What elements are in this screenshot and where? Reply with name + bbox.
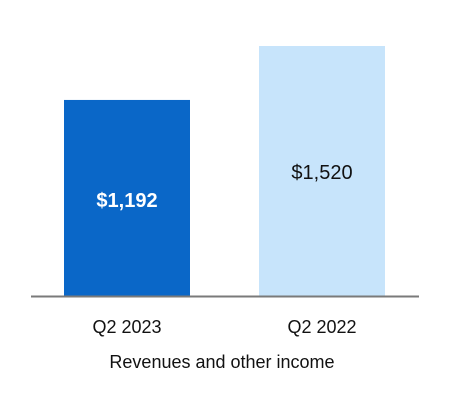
bar-1 bbox=[64, 99, 190, 297]
value-label-2: $1,520 bbox=[291, 162, 352, 184]
x-tick-label-2: Q2 2022 bbox=[287, 317, 356, 337]
bar-2 bbox=[259, 46, 385, 296]
x-axis-title: Revenues and other income bbox=[109, 352, 334, 372]
x-tick-label-1: Q2 2023 bbox=[92, 317, 161, 337]
bars-layer bbox=[64, 46, 385, 297]
value-label-1: $1,192 bbox=[96, 190, 157, 212]
labels-layer: $1,192 Q2 2023 $1,520 Q2 2022 bbox=[92, 162, 356, 337]
